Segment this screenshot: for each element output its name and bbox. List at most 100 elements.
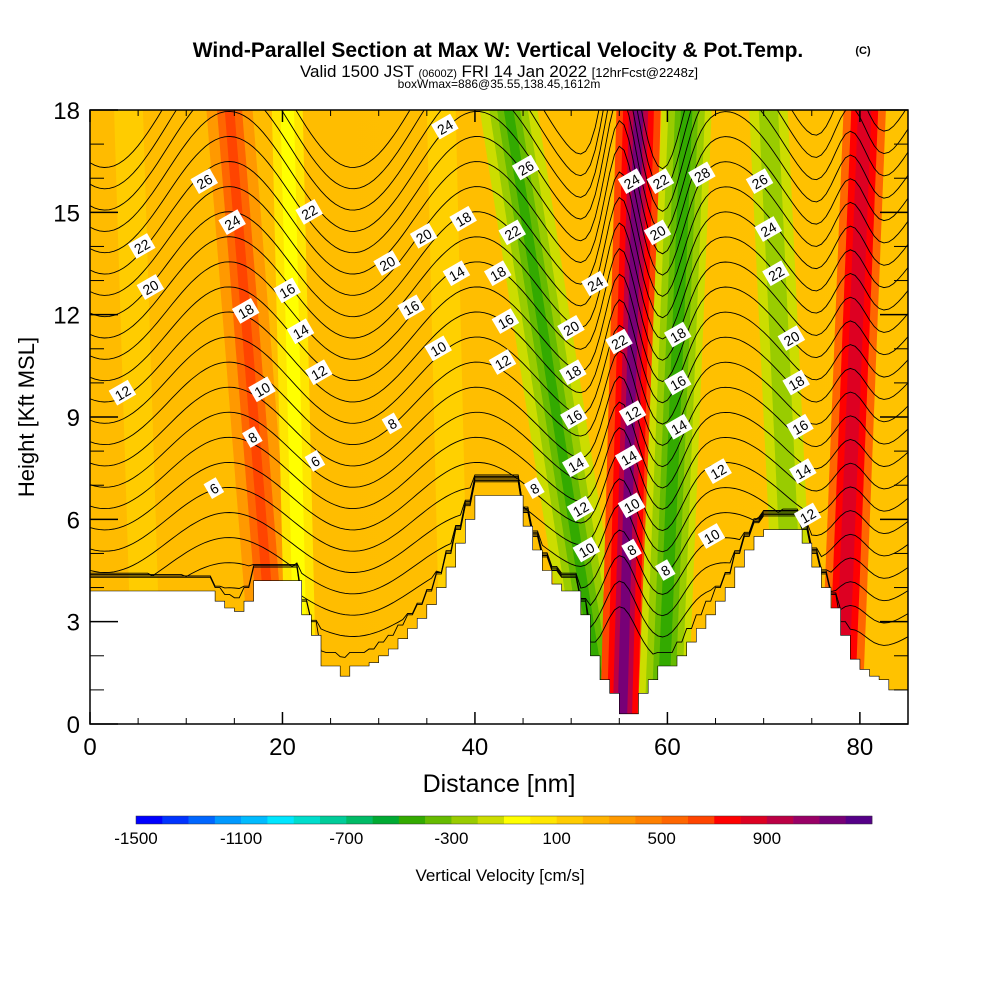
colorbar-swatch (714, 816, 741, 824)
isentrope-label: 18 (231, 298, 260, 324)
isentrope-label-bg (704, 458, 732, 485)
isentrope-label-text: 24 (621, 171, 643, 193)
isentrope-label-bg (663, 369, 692, 396)
colorbar-frame (135, 815, 873, 825)
isentrope-label-text: 14 (668, 416, 690, 438)
isentrope-label-bg (442, 260, 471, 287)
isentrope-label-text: 14 (446, 263, 468, 285)
isentrope-label: 16 (560, 403, 588, 430)
isentrope-label: 8 (524, 477, 545, 500)
isentrope-label-bg (572, 536, 601, 563)
colorbar-tick-label: -1500 (114, 829, 157, 848)
x-tick-label: 20 (269, 734, 296, 761)
colorbar-tick-label: 900 (753, 829, 781, 848)
isentrope-label-bg (431, 113, 459, 140)
isentrope-label: 26 (190, 168, 219, 195)
isentrope-label: 20 (777, 325, 806, 351)
isentrope-label-bg (203, 477, 225, 500)
isentrope-label-bg (304, 450, 326, 472)
isentrope-line (90, 375, 908, 468)
colorbar-tick-label: 500 (648, 829, 676, 848)
isentrope-label-bg (491, 308, 520, 334)
colorbar-swatch (661, 816, 689, 824)
isentrope-label-text: 22 (299, 201, 321, 223)
colorbar-swatch (293, 816, 321, 824)
isentrope-label: 26 (511, 154, 540, 181)
isentrope-line (90, 479, 908, 638)
isentrope-label: 8 (621, 538, 642, 561)
isentrope-label-text: 20 (413, 225, 435, 247)
isentrope-label-bg (409, 222, 438, 249)
colorbar-tick-label: 100 (542, 829, 570, 848)
isentrope-label-bg (136, 274, 165, 300)
isentrope-label-bg (786, 413, 814, 440)
chart-title: Wind-Parallel Section at Max W: Vertical… (193, 39, 804, 62)
isentrope-label-bg (488, 349, 517, 375)
isentrope-label: 22 (762, 260, 790, 287)
isentrope-label-bg (559, 359, 587, 386)
colorbar-swatch (740, 816, 768, 824)
colorbar-swatch (582, 816, 610, 824)
isentrope-label-bg (745, 168, 774, 195)
isentrope-label: 18 (559, 359, 587, 386)
y-tick-label: 0 (67, 712, 80, 739)
isentrope-label: 8 (381, 412, 403, 435)
isentrope-label-bg (789, 458, 817, 485)
isentrope-label-text: 20 (377, 253, 399, 275)
isentrope-label-bg (614, 444, 643, 471)
isentrope-label-bg (449, 205, 477, 232)
colorbar-swatch (267, 816, 295, 824)
isentrope-label: 20 (643, 219, 672, 246)
isentrope-line (90, 401, 908, 489)
isentrope-label: 14 (286, 318, 315, 345)
isentrope-line (90, 119, 908, 255)
isentrope-label-text: 16 (563, 406, 585, 428)
isentrope-label: 14 (614, 444, 643, 471)
isentrope-label: 24 (431, 113, 459, 140)
y-tick-label: 15 (53, 200, 80, 227)
isentrope-label-bg (218, 209, 246, 236)
isentrope-label: 24 (617, 168, 646, 195)
colorbar-swatch (372, 816, 400, 824)
copyright-mark: (C) (855, 45, 871, 57)
isentrope-label: 20 (409, 222, 438, 249)
isentrope-line (90, 196, 908, 319)
isentrope-label: 10 (617, 492, 646, 519)
isentrope-label-bg (560, 403, 588, 430)
isentrope-label-bg (617, 168, 646, 195)
isentrope-label-bg (127, 233, 156, 259)
isentrope-label-text: 16 (277, 280, 299, 302)
velocity-bands (114, 110, 886, 724)
colorbar-swatch (346, 816, 373, 824)
isentrope-label: 16 (786, 413, 814, 440)
isentrope-label: 16 (663, 369, 692, 396)
isentrope-label-bg (654, 559, 676, 581)
isentrope-label-bg (498, 219, 527, 246)
weak-band-2-layer-1 (114, 110, 163, 724)
colorbar-tick-label: -1100 (220, 829, 262, 848)
plot-area (90, 110, 908, 724)
x-tick-label: 40 (462, 734, 489, 761)
isentrope-label-text: 24 (584, 273, 606, 295)
isentrope-label: 16 (397, 294, 425, 321)
isentrope-label-bg (397, 294, 425, 321)
isentrope-label-text: 22 (650, 171, 672, 193)
isentrope-label-bg (782, 369, 810, 396)
isentrope-label: 26 (745, 168, 774, 195)
isentrope-line (90, 324, 908, 425)
isentrope-label-bg (688, 161, 716, 188)
isentrope-label-text: 12 (708, 461, 730, 483)
isentrope-label-bg (190, 168, 219, 195)
isentrope-label-bg (242, 426, 263, 448)
isentrope-label-bg (777, 325, 806, 351)
isentrope-label: 10 (697, 523, 726, 549)
isentrope-label: 20 (557, 315, 585, 341)
isentrope-label: 24 (581, 270, 609, 297)
x-tick-label: 60 (654, 734, 681, 761)
isentrope-label-text: 10 (252, 379, 274, 401)
isentrope-label-text: 20 (560, 317, 582, 339)
isentrope-label: 12 (566, 495, 595, 522)
isentrope-label-bg (605, 328, 633, 355)
isentrope-label-bg (621, 538, 642, 561)
colorbar-tick-label: -700 (329, 829, 363, 848)
